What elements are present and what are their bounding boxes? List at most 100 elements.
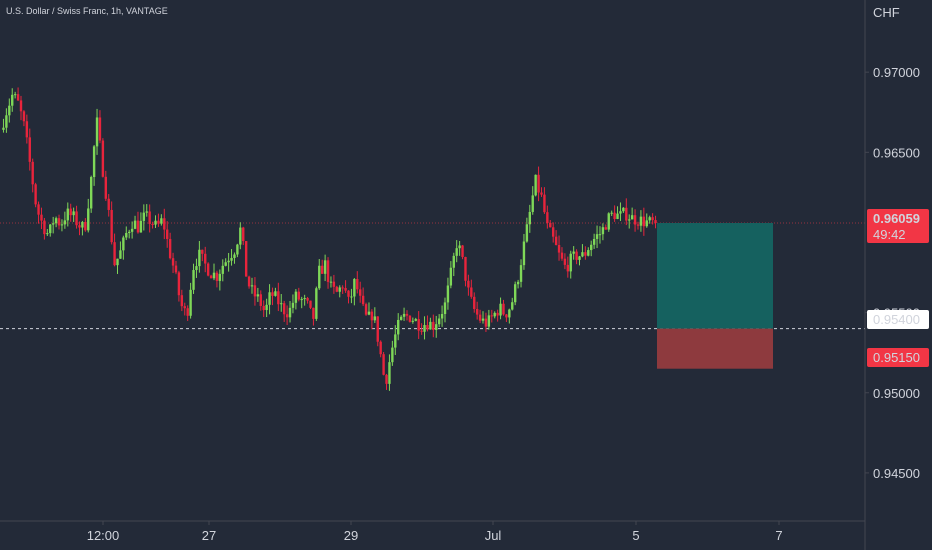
price-tick-label: 0.95000 xyxy=(873,386,920,401)
candle-body xyxy=(148,211,151,224)
candle-body xyxy=(242,227,245,242)
candle-body xyxy=(107,198,110,210)
stop-price-badge-bg xyxy=(867,348,929,367)
candle-body xyxy=(625,207,628,221)
candle-body xyxy=(60,224,64,226)
candle-body xyxy=(554,236,558,245)
candle-body xyxy=(417,319,420,331)
candle-body xyxy=(271,292,274,296)
candle-body xyxy=(604,227,608,230)
candle-body xyxy=(236,244,239,255)
candle-body xyxy=(429,321,432,330)
candle-body xyxy=(262,305,265,311)
time-tick-label: 12:00 xyxy=(87,528,120,543)
candle-body xyxy=(557,244,561,253)
candle-body xyxy=(127,231,131,233)
candle-body xyxy=(519,265,523,282)
candle-body xyxy=(136,220,140,233)
candle-body xyxy=(531,195,534,212)
candle-body xyxy=(244,241,248,277)
candle-body xyxy=(423,325,426,332)
candle-body xyxy=(110,209,113,243)
candle-body xyxy=(51,223,55,225)
candle-body xyxy=(437,318,441,325)
candle-body xyxy=(385,374,388,384)
candle-body xyxy=(543,194,546,213)
candle-body xyxy=(206,263,210,276)
candle-body xyxy=(151,223,154,225)
candle-body xyxy=(388,362,391,384)
candle-body xyxy=(198,249,201,267)
candle-body xyxy=(473,296,476,309)
price-tick-label: 0.94500 xyxy=(873,466,920,481)
candle-body xyxy=(84,221,87,231)
candle-body xyxy=(326,260,330,282)
candle-body xyxy=(525,224,529,242)
candle-body xyxy=(253,285,257,297)
candle-body xyxy=(154,220,157,225)
candle-body xyxy=(563,258,567,265)
candle-body xyxy=(449,267,453,286)
candle-body xyxy=(166,229,169,239)
candle-body xyxy=(122,237,125,251)
candle-body xyxy=(364,304,368,315)
candle-body xyxy=(654,220,657,223)
candle-body xyxy=(432,321,435,330)
time-axis[interactable]: 12:00 27 29 Jul 5 7 xyxy=(87,521,783,543)
loss-zone[interactable] xyxy=(657,328,773,369)
candle-body xyxy=(350,296,353,298)
candle-body xyxy=(288,307,292,318)
candle-body xyxy=(613,212,616,219)
candle-body xyxy=(335,286,339,292)
candle-body xyxy=(648,217,651,221)
candle-body xyxy=(633,215,637,225)
candle-body xyxy=(63,220,67,225)
candle-body xyxy=(186,308,189,316)
candle-body xyxy=(420,330,423,332)
candle-body xyxy=(622,207,625,212)
candle-body xyxy=(645,220,648,227)
candle-body xyxy=(446,285,450,303)
candle-body xyxy=(601,227,605,235)
candle-body xyxy=(2,127,5,130)
candle-body xyxy=(101,140,105,177)
candle-body xyxy=(496,312,499,316)
candle-body xyxy=(592,238,596,245)
candle-body xyxy=(177,272,181,296)
candle-body xyxy=(294,291,298,303)
candle-body xyxy=(344,287,347,291)
candle-body xyxy=(212,272,216,279)
candle-body xyxy=(157,220,160,224)
candle-body xyxy=(467,280,470,288)
candle-body xyxy=(66,208,69,221)
candle-body xyxy=(233,254,236,258)
candle-body xyxy=(455,248,458,256)
profit-zone[interactable] xyxy=(657,222,773,329)
candle-body xyxy=(356,279,359,290)
candle-body xyxy=(323,260,327,274)
candle-body xyxy=(493,312,496,317)
candle-body xyxy=(522,241,526,266)
candle-body xyxy=(484,318,488,327)
candle-body xyxy=(461,245,464,257)
candle-body xyxy=(78,225,81,228)
candle-body xyxy=(142,212,146,221)
candle-body xyxy=(168,238,172,259)
candle-body xyxy=(230,257,233,261)
candle-body xyxy=(268,292,271,305)
candle-body xyxy=(639,216,643,226)
candle-body xyxy=(359,289,362,296)
candle-body xyxy=(195,266,198,271)
candle-body xyxy=(171,258,175,266)
candle-body xyxy=(180,295,184,307)
candle-body xyxy=(259,294,262,306)
candle-body xyxy=(475,308,479,315)
candle-body xyxy=(54,218,58,224)
stop-price-label: 0.95150 xyxy=(873,350,920,365)
plot-area[interactable] xyxy=(0,87,865,391)
candle-body xyxy=(628,219,631,221)
candle-body xyxy=(256,294,260,297)
